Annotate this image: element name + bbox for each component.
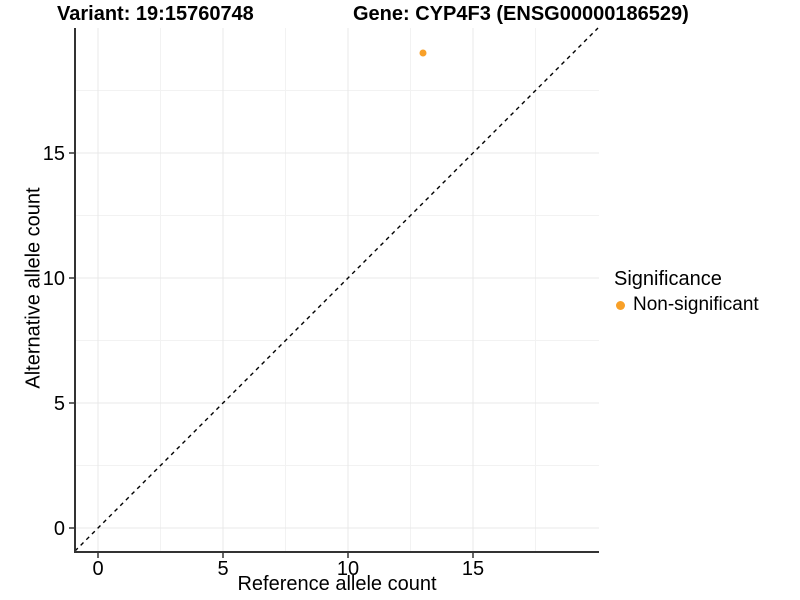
- y-tick-label: 15: [43, 143, 65, 165]
- point-icon: [616, 300, 625, 310]
- y-tick-label: 0: [54, 518, 65, 540]
- gene-title: Gene: CYP4F3 (ENSG00000186529): [353, 3, 689, 25]
- legend-item-non-significant: Non-significant: [614, 294, 759, 316]
- y-tick-label: 10: [43, 268, 65, 290]
- x-tick-label: 15: [462, 558, 484, 580]
- legend-item-label: Non-significant: [633, 294, 759, 315]
- x-tick-label: 10: [337, 558, 359, 580]
- x-tick-label: 5: [217, 558, 228, 580]
- y-tick-label: 5: [54, 393, 65, 415]
- y-axis-title: Alternative allele count: [22, 187, 45, 389]
- x-tick-label: 0: [92, 558, 103, 580]
- x-axis-title: Reference allele count: [237, 573, 437, 595]
- variant-title: Variant: 19:15760748: [57, 3, 254, 25]
- data-point: [419, 49, 427, 57]
- identity-dashed-line: [74, 27, 599, 552]
- legend-title: Significance: [614, 268, 722, 290]
- legend: Significance Non-significant: [614, 268, 759, 316]
